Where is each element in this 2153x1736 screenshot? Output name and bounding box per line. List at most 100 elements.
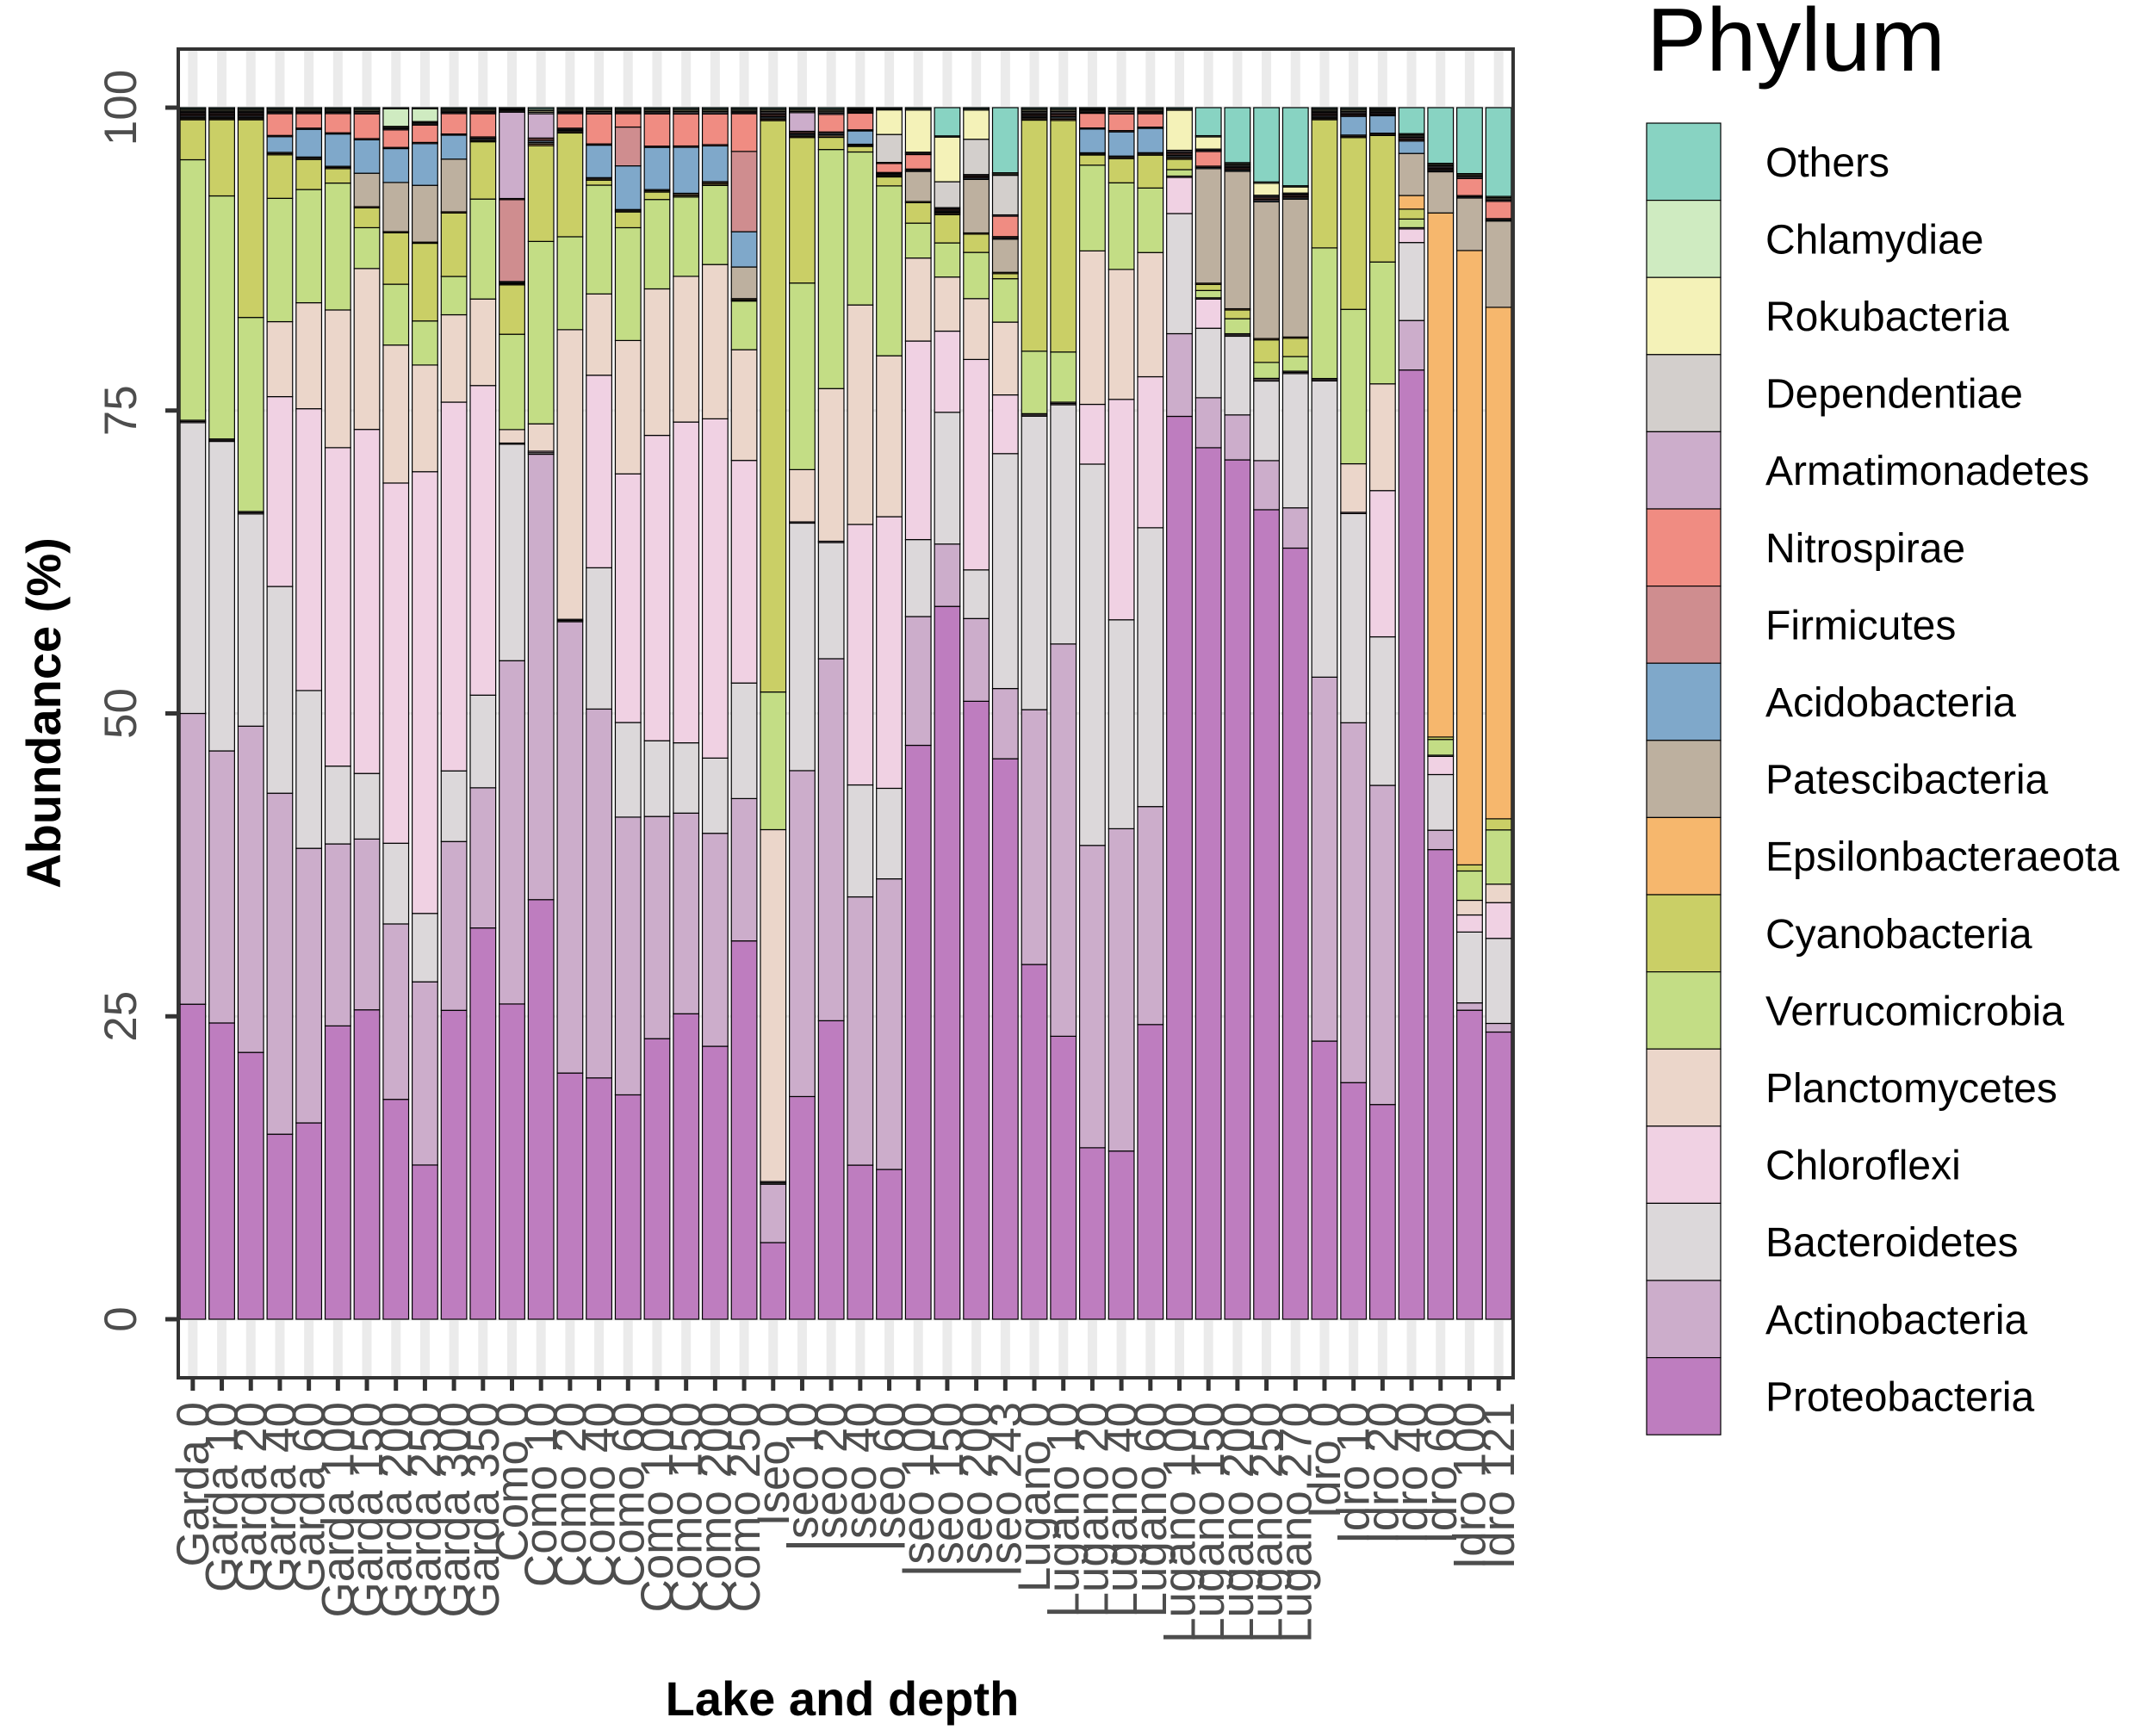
legend-label: Nitrospirae [1765,526,1965,572]
bar-segment [440,401,468,772]
x-tick-label: Iseo 60 [865,1402,915,1552]
y-tick-label: 100 [96,70,146,146]
bar-segment [324,133,351,167]
bar-segment [991,321,1019,396]
bar-segment [324,766,351,845]
x-tick-label: Iseo 200 [952,1402,1002,1577]
bar-segment [673,113,700,147]
bar-segment [586,1077,613,1320]
bar-segment [499,429,525,444]
bar-segment [556,132,584,238]
bar-segment [586,375,613,568]
bar-segment [876,516,903,790]
x-tick-label: Lugano 60 [1126,1402,1176,1618]
legend-title: Phylum [1647,0,1945,90]
bar-segment [382,344,410,484]
bar-segment [1281,507,1309,549]
legend-key [1646,1125,1722,1205]
bar-segment [817,658,845,1021]
bar-segment [1368,134,1396,263]
bar-segment [1340,722,1368,1083]
bar-segment [1253,201,1281,339]
x-tick-label: Garda 150 [342,1402,393,1617]
bar-segment [673,742,700,814]
bar-segment [1078,1147,1106,1320]
bar-segment [353,207,381,229]
bar-segment [1311,119,1338,249]
bar-segment [411,981,438,1166]
bar-segment [237,513,264,727]
bar-segment [730,266,758,300]
bar-segment [1281,198,1309,338]
bar-segment [382,182,410,232]
bar-segment [411,124,438,143]
bar-segment [991,107,1019,174]
bar-segment [1137,251,1164,378]
bar-segment [1398,140,1425,154]
x-tick-label: Iseo 150 [922,1402,973,1577]
bar-segment [1456,870,1483,902]
bar-segment [934,330,961,413]
x-tick-label: Iseo 100 [893,1402,944,1577]
bar-segment [876,108,903,135]
legend-key [1646,1048,1722,1127]
bar-segment [1485,1031,1512,1320]
bar-segment [991,453,1019,690]
bar-segment [324,182,351,311]
bar-segment [1427,170,1455,214]
bar-segment [237,725,264,1053]
x-tick-label: Lugano 150 [1183,1402,1234,1643]
bar-segment [1368,636,1396,786]
bar-segment [847,146,874,153]
bar-segment [643,199,671,290]
bar-segment [469,787,497,929]
bar-segment [324,113,351,133]
bar-segment [876,1169,903,1320]
legend-label: Rokubacteria [1765,294,2009,340]
bar-segment [586,144,613,178]
bar-segment [1224,335,1251,416]
bar-segment [586,179,613,186]
x-tick-label: Lugano 250 [1242,1402,1293,1643]
bar-segment [643,815,671,1039]
bar-segment [934,136,961,183]
bar-segment [353,113,381,140]
bar-segment [904,257,932,342]
bar-segment [266,792,294,1135]
bar-segment [1427,755,1455,776]
bar-segment [411,320,438,366]
bar-segment [1398,107,1425,134]
bar-segment [934,107,961,137]
bar-segment [586,708,613,1079]
bar-segment [469,927,497,1320]
bar-segment [1108,399,1135,621]
bar-segment [295,189,323,304]
bar-segment [817,149,845,389]
bar-segment [556,113,584,129]
bar-segment [614,226,642,342]
x-tick-label: Lugano 0 [1009,1402,1060,1592]
x-tick-label: Idro 100 [1444,1402,1495,1569]
bar-segment [760,691,787,831]
bar-segment [1398,369,1425,1320]
bar-segment [614,816,642,1096]
bar-segment [1253,460,1281,511]
bar-segment [934,276,961,332]
bar-segment [614,339,642,474]
bar-segment [1108,158,1135,183]
bar-segment [847,130,874,146]
bar-segment [1078,250,1106,406]
bar-segment [586,184,613,294]
bar-segment [1281,356,1309,372]
bar-segment [1224,107,1251,164]
bar-segment [730,797,758,942]
bar-segment [1281,338,1309,357]
bar-segment [991,174,1019,216]
bar-segment [382,129,410,148]
bar-segment [963,617,990,702]
bar-segment [760,1183,787,1243]
bar-segment [1194,298,1222,329]
bar-segment [469,385,497,696]
bars-layer [179,107,1512,1320]
bar-segment [1137,113,1164,128]
